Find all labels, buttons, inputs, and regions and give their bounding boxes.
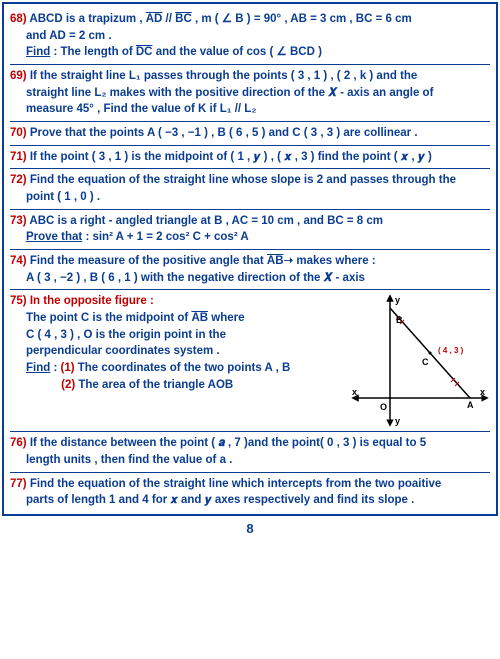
text: measure 45° , Find the value of K if L₁ … (26, 103, 256, 115)
fig-O: O (380, 402, 387, 412)
fig-B: B (396, 315, 403, 325)
qnum-68: 68) (10, 13, 27, 25)
text: Find the equation of the straight line w… (30, 478, 441, 490)
question-70: 70) Prove that the points A ( −3 , −1 ) … (10, 122, 490, 146)
question-76: 76) If the distance between the point ( … (10, 432, 490, 472)
find-1: The coordinates of the two points A , B (78, 362, 291, 374)
seg-DC: DC (136, 44, 153, 61)
figure-75: B C ( 4 , 3 ) A O x x y y (350, 293, 490, 428)
qnum-74: 74) (10, 255, 27, 267)
text: Find the measure of the positive angle t… (30, 255, 267, 267)
text: Find the equation of the straight line w… (30, 174, 456, 186)
fig-yneg: y (395, 416, 400, 426)
seg-BC: BC (175, 11, 192, 28)
worksheet-page: 68) ABCD is a trapizum , AD // BC , m ( … (2, 2, 498, 516)
text: point ( 1 , 0 ) . (26, 191, 100, 203)
find-2-num: (2) (61, 379, 78, 391)
page-number: 8 (0, 518, 500, 536)
qnum-69: 69) (10, 70, 27, 82)
question-72: 72) Find the equation of the straight li… (10, 169, 490, 209)
text: ABC is a right - angled triangle at B , … (29, 215, 383, 227)
text: If the point ( 3 , 1 ) is the midpoint o… (30, 151, 432, 163)
qnum-70: 70) (10, 127, 27, 139)
prove-label: Prove that (26, 231, 82, 243)
qnum-73: 73) (10, 215, 27, 227)
seg-AD: AD (146, 11, 163, 28)
find-label: Find (26, 46, 50, 58)
text: and the value of cos ( ∠ BCD ) (156, 46, 322, 58)
text: The point C is the midpoint of (26, 312, 191, 324)
fig-y: y (395, 295, 400, 305)
text: // (166, 13, 176, 25)
text: Prove that the points A ( −3 , −1 ) , B … (30, 127, 418, 139)
text: where (211, 312, 244, 324)
text: straight line L₂ makes with the positive… (26, 87, 433, 99)
text: If the distance between the point ( 𝒂 , … (30, 437, 426, 449)
find-1-num: (1) (61, 362, 78, 374)
fig-C: C (422, 357, 429, 367)
text: A ( 3 , −2 ) , B ( 6 , 1 ) with the nega… (26, 272, 365, 284)
text: If the straight line L₁ passes through t… (30, 70, 418, 82)
question-68: 68) ABCD is a trapizum , AD // BC , m ( … (10, 8, 490, 65)
fig-x: x (480, 387, 485, 397)
question-77: 77) Find the equation of the straight li… (10, 473, 490, 512)
question-69: 69) If the straight line L₁ passes throu… (10, 65, 490, 122)
question-74: 74) Find the measure of the positive ang… (10, 250, 490, 290)
qnum-77: 77) (10, 478, 27, 490)
text: length units , then find the value of a … (26, 454, 232, 466)
fig-A: A (467, 400, 474, 410)
opp-fig-title: In the opposite figure : (30, 295, 154, 307)
qnum-75: 75) (10, 295, 27, 307)
text: parts of length 1 and 4 for 𝒙 and 𝒚 axes… (26, 494, 414, 506)
ray-AB: AB (267, 253, 284, 270)
find-2: The area of the triangle AOB (78, 379, 233, 391)
text: perpendicular coordinates system . (26, 345, 220, 357)
fig-xneg: x (352, 387, 357, 397)
qnum-76: 76) (10, 437, 27, 449)
text: , m ( ∠ B ) = 90° , AB = 3 cm , BC = 6 c… (195, 13, 412, 25)
text: makes where : (296, 255, 375, 267)
qnum-71: 71) (10, 151, 27, 163)
text: C ( 4 , 3 ) , O is the origin point in t… (26, 329, 226, 341)
text: : The length of (53, 46, 135, 58)
question-75: 75) In the opposite figure : The point C… (10, 290, 490, 432)
text: ABCD is a trapizum , (29, 13, 145, 25)
seg-AB-75: AB (191, 310, 208, 327)
text: : sin² A + 1 = 2 cos² C + cos² A (85, 231, 248, 243)
qnum-72: 72) (10, 174, 27, 186)
question-73: 73) ABC is a right - angled triangle at … (10, 210, 490, 250)
text: and AD = 2 cm . (26, 30, 112, 42)
question-71: 71) If the point ( 3 , 1 ) is the midpoi… (10, 146, 490, 170)
find-label-75: Find (26, 362, 50, 374)
fig-pt: ( 4 , 3 ) (438, 346, 464, 355)
